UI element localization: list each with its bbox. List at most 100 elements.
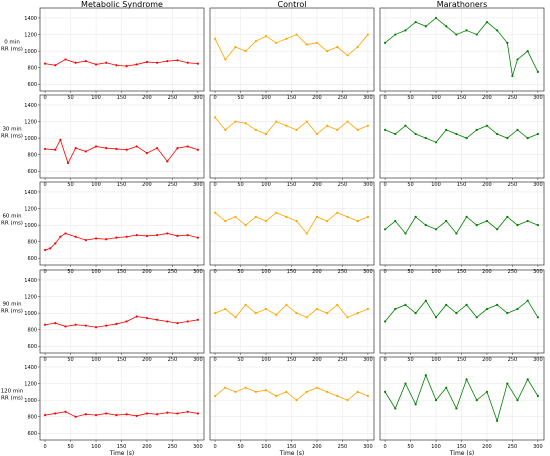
data-point <box>285 124 288 127</box>
data-point <box>156 61 159 64</box>
data-point <box>43 414 47 417</box>
data-point <box>275 41 278 44</box>
data-point <box>356 219 359 223</box>
data-point <box>336 211 339 214</box>
data-point <box>234 45 237 49</box>
series-line-marathoners <box>384 125 539 143</box>
data-point <box>434 16 438 20</box>
y-tick-label: 800 <box>27 240 37 246</box>
data-point <box>434 316 438 319</box>
data-point <box>424 137 427 140</box>
data-point <box>64 232 67 235</box>
data-point <box>74 415 77 418</box>
y-tick-label: 1200 <box>24 206 37 212</box>
data-point <box>105 61 108 64</box>
x-tick-label: 200 <box>482 444 492 450</box>
data-point <box>346 215 349 218</box>
column-title-control: Control <box>278 0 307 9</box>
data-point <box>366 215 369 218</box>
data-point <box>156 318 159 321</box>
data-point <box>145 412 149 415</box>
data-point <box>475 128 478 131</box>
data-point <box>326 312 329 315</box>
data-point <box>275 211 278 214</box>
data-point <box>424 299 427 302</box>
data-point <box>224 128 227 131</box>
row-label-unit: RR (ms) <box>1 47 23 53</box>
data-point <box>176 412 179 415</box>
series-line-control <box>214 304 369 318</box>
data-point <box>234 215 237 218</box>
data-point <box>496 419 499 423</box>
data-point <box>156 413 159 416</box>
data-point <box>125 320 128 323</box>
data-point <box>516 224 519 227</box>
data-point <box>186 320 189 323</box>
plot-frame <box>209 7 375 92</box>
data-point <box>485 307 489 311</box>
x-tick-label: 250 <box>338 444 348 450</box>
y-tick-label: 1400 <box>24 103 37 109</box>
data-point <box>506 41 509 44</box>
data-point <box>64 410 67 413</box>
data-point <box>264 35 268 38</box>
data-point <box>475 316 478 319</box>
y-tick-label: 600 <box>27 169 37 175</box>
data-point <box>366 124 369 127</box>
data-point <box>94 326 98 329</box>
data-point <box>394 219 397 223</box>
data-point <box>445 219 448 223</box>
data-point <box>54 412 57 415</box>
data-point <box>383 320 387 323</box>
data-point <box>346 399 349 402</box>
series-line-marathoners <box>384 374 539 423</box>
panel-metabolic-syndrome-120-min: 600 800 1000 1200 1400 0 50 100 150 200 250 300 Time… <box>24 356 205 456</box>
series-line-control <box>214 34 369 61</box>
x-tick-label: 100 <box>431 444 441 450</box>
data-point <box>536 224 539 227</box>
data-point <box>506 382 509 385</box>
data-point <box>166 160 169 163</box>
data-point <box>315 132 319 136</box>
data-point <box>455 132 458 136</box>
data-point <box>43 62 47 65</box>
data-point <box>305 316 308 319</box>
data-point <box>49 247 52 250</box>
row-label-unit: RR (ms) <box>1 134 23 140</box>
data-point <box>176 59 179 62</box>
x-tick-label: 100 <box>261 444 271 450</box>
data-point <box>445 303 448 306</box>
data-point <box>336 394 339 398</box>
plot-frame <box>39 356 205 441</box>
column-title-metabolic-syndrome: Metabolic Syndrome <box>81 0 163 9</box>
data-point <box>64 58 67 61</box>
data-point <box>285 215 288 218</box>
panel-marathoners-120-min: 0 50 100 150 200 250 300 Time (s) <box>379 356 545 456</box>
data-point <box>275 313 278 316</box>
data-point <box>496 303 499 306</box>
series-line-control <box>214 387 369 401</box>
row-label-30-min: 30 min RR (ms) <box>1 127 23 140</box>
x-tick-label: 50 <box>237 444 243 450</box>
data-point <box>59 138 62 141</box>
data-point <box>115 414 118 417</box>
data-point <box>536 394 539 398</box>
data-point <box>264 389 268 392</box>
data-point <box>94 414 98 417</box>
data-point <box>84 324 87 327</box>
data-point <box>511 74 514 78</box>
data-point <box>516 307 519 311</box>
data-point <box>295 399 298 402</box>
data-point <box>54 242 57 245</box>
data-point <box>254 215 257 218</box>
data-point <box>336 128 339 131</box>
data-point <box>213 312 217 315</box>
data-point <box>295 128 298 131</box>
y-tick-label: 800 <box>27 66 37 72</box>
data-point <box>54 148 57 151</box>
data-point <box>186 61 189 64</box>
